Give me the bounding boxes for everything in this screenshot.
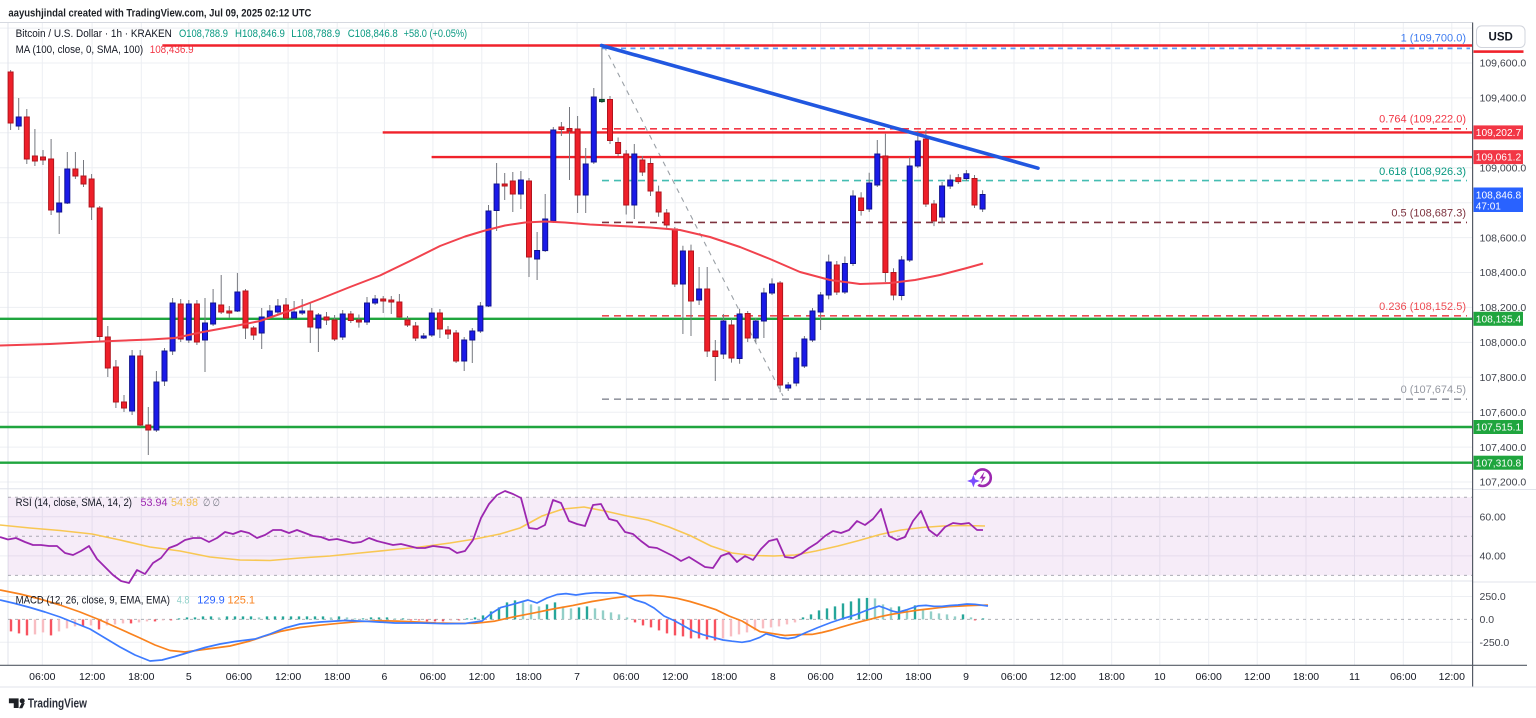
svg-text:109,202.7: 109,202.7 — [1476, 128, 1522, 139]
svg-text:18:00: 18:00 — [1293, 671, 1319, 683]
svg-text:L108,788.9: L108,788.9 — [291, 28, 340, 40]
svg-text:Bitcoin / U.S. Dollar · 1h · K: Bitcoin / U.S. Dollar · 1h · KRAKEN — [16, 28, 172, 40]
svg-text:60.00: 60.00 — [1480, 512, 1506, 524]
svg-text:108,000.0: 108,000.0 — [1480, 337, 1527, 349]
svg-text:06:00: 06:00 — [1001, 671, 1027, 683]
svg-text:53.94: 53.94 — [141, 497, 168, 509]
svg-text:7: 7 — [574, 671, 580, 683]
svg-text:108,200.0: 108,200.0 — [1480, 302, 1527, 314]
svg-text:MACD (12, 26, close, 9, EMA, E: MACD (12, 26, close, 9, EMA, EMA) — [16, 594, 170, 606]
svg-text:108,600.0: 108,600.0 — [1480, 232, 1527, 244]
svg-text:108,436.9: 108,436.9 — [150, 44, 194, 56]
svg-text:6: 6 — [381, 671, 387, 683]
svg-text:0.0: 0.0 — [1480, 614, 1495, 626]
svg-text:18:00: 18:00 — [905, 671, 931, 683]
svg-text:0.5 (108,687.3): 0.5 (108,687.3) — [1391, 207, 1466, 219]
svg-text:06:00: 06:00 — [29, 671, 55, 683]
svg-text:108,846.8: 108,846.8 — [1476, 190, 1522, 201]
svg-text:TradingView: TradingView — [28, 695, 88, 710]
svg-text:9: 9 — [963, 671, 969, 683]
svg-text:11: 11 — [1349, 671, 1360, 683]
svg-text:12:00: 12:00 — [275, 671, 301, 683]
svg-text:12:00: 12:00 — [1439, 671, 1465, 683]
svg-text:RSI (14, close, SMA, 14, 2): RSI (14, close, SMA, 14, 2) — [16, 497, 132, 509]
svg-text:+58.0 (+0.05%): +58.0 (+0.05%) — [404, 28, 468, 40]
svg-text:107,800.0: 107,800.0 — [1480, 372, 1527, 384]
svg-text:USD: USD — [1489, 32, 1513, 44]
svg-text:10: 10 — [1154, 671, 1166, 683]
svg-text:109,400.0: 109,400.0 — [1480, 93, 1527, 105]
svg-text:H108,846.9: H108,846.9 — [235, 28, 285, 40]
svg-text:4.8: 4.8 — [177, 594, 190, 606]
svg-text:06:00: 06:00 — [807, 671, 833, 683]
svg-text:-250.0: -250.0 — [1480, 637, 1510, 649]
svg-text:0.618 (108,926.3): 0.618 (108,926.3) — [1379, 166, 1466, 178]
svg-text:109,061.2: 109,061.2 — [1476, 153, 1522, 164]
svg-text:18:00: 18:00 — [1099, 671, 1125, 683]
svg-text:107,515.1: 107,515.1 — [1476, 423, 1522, 434]
svg-text:12:00: 12:00 — [469, 671, 495, 683]
svg-text:250.0: 250.0 — [1480, 591, 1506, 603]
svg-text:06:00: 06:00 — [1390, 671, 1416, 683]
svg-text:108,135.4: 108,135.4 — [1476, 314, 1522, 325]
svg-text:06:00: 06:00 — [226, 671, 252, 683]
svg-text:109,000.0: 109,000.0 — [1480, 163, 1527, 175]
svg-text:12:00: 12:00 — [1050, 671, 1076, 683]
svg-text:125.1: 125.1 — [228, 594, 256, 606]
svg-text:∅ ∅: ∅ ∅ — [203, 497, 220, 509]
svg-text:06:00: 06:00 — [613, 671, 639, 683]
svg-text:18:00: 18:00 — [324, 671, 350, 683]
svg-text:18:00: 18:00 — [128, 671, 154, 683]
svg-text:47:01: 47:01 — [1476, 201, 1501, 212]
svg-text:107,200.0: 107,200.0 — [1480, 477, 1527, 489]
svg-text:109,600.0: 109,600.0 — [1480, 58, 1527, 70]
svg-text:0.764 (109,222.0): 0.764 (109,222.0) — [1379, 113, 1466, 125]
svg-text:18:00: 18:00 — [711, 671, 737, 683]
svg-text:108,400.0: 108,400.0 — [1480, 267, 1527, 279]
svg-text:129.9: 129.9 — [197, 594, 225, 606]
svg-text:8: 8 — [770, 671, 776, 683]
svg-text:18:00: 18:00 — [515, 671, 541, 683]
svg-text:5: 5 — [186, 671, 192, 683]
svg-text:06:00: 06:00 — [1196, 671, 1222, 683]
svg-text:C108,846.8: C108,846.8 — [348, 28, 398, 40]
svg-text:12:00: 12:00 — [662, 671, 688, 683]
svg-text:MA (100, close, 0, SMA, 100): MA (100, close, 0, SMA, 100) — [16, 44, 144, 56]
svg-text:1 (109,700.0): 1 (109,700.0) — [1401, 32, 1466, 44]
svg-text:0 (107,674.5): 0 (107,674.5) — [1401, 384, 1466, 396]
svg-text:40.00: 40.00 — [1480, 551, 1506, 563]
svg-text:06:00: 06:00 — [420, 671, 446, 683]
svg-text:12:00: 12:00 — [79, 671, 105, 683]
svg-text:107,400.0: 107,400.0 — [1480, 442, 1527, 454]
svg-text:107,310.8: 107,310.8 — [1476, 458, 1522, 469]
svg-text:O108,788.9: O108,788.9 — [179, 28, 228, 40]
svg-text:aayushjindal created with Trad: aayushjindal created with TradingView.co… — [8, 7, 311, 19]
svg-text:54.98: 54.98 — [171, 497, 198, 509]
svg-text:12:00: 12:00 — [856, 671, 882, 683]
svg-text:0.236 (108,152.5): 0.236 (108,152.5) — [1379, 301, 1466, 313]
svg-text:12:00: 12:00 — [1244, 671, 1270, 683]
svg-text:107,600.0: 107,600.0 — [1480, 407, 1527, 419]
